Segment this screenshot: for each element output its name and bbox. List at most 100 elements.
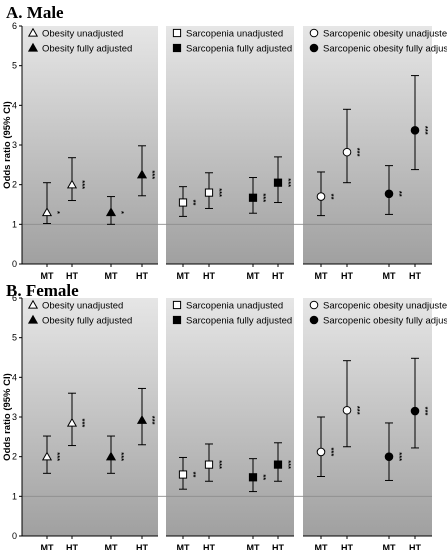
x-tick-label: HT bbox=[272, 543, 284, 550]
point-marker bbox=[248, 193, 258, 202]
x-tick-label: MT bbox=[105, 543, 118, 550]
significance-label: *** bbox=[395, 452, 404, 461]
point-marker bbox=[342, 147, 352, 157]
point-marker bbox=[66, 417, 78, 427]
x-tick-label: HT bbox=[203, 543, 215, 550]
point-marker bbox=[316, 447, 326, 457]
significance-label: *** bbox=[284, 178, 293, 187]
legend-label: Sarcopenic obesity unadjusted bbox=[323, 29, 447, 40]
y-tick-label: 4 bbox=[12, 372, 17, 382]
significance-label: *** bbox=[353, 406, 362, 415]
legend-marker-square-open bbox=[172, 300, 182, 310]
x-tick-label: MT bbox=[41, 271, 54, 281]
point-marker bbox=[316, 192, 326, 201]
legend-label: Obesity fully adjusted bbox=[42, 316, 132, 327]
data-point: *** bbox=[204, 443, 224, 482]
y-tick-label: 2 bbox=[12, 180, 17, 190]
legend-marker-triangle-open bbox=[27, 27, 39, 37]
panel-background bbox=[166, 26, 294, 264]
point-marker bbox=[178, 198, 188, 207]
y-tick-label: 4 bbox=[12, 100, 17, 110]
data-point: *** bbox=[136, 387, 157, 446]
significance-label: *** bbox=[421, 126, 430, 135]
legend-marker-circle-filled bbox=[309, 43, 319, 53]
x-tick-label: HT bbox=[409, 271, 421, 281]
significance-label: *** bbox=[148, 170, 157, 179]
significance-label: ** bbox=[327, 194, 336, 200]
data-point: *** bbox=[248, 177, 268, 214]
chart-title: B. Female bbox=[6, 281, 79, 300]
x-tick-label: MT bbox=[383, 543, 396, 550]
point-marker bbox=[41, 207, 53, 217]
legend-label: Sarcopenic obesity unadjusted bbox=[323, 301, 447, 312]
point-marker bbox=[105, 451, 117, 461]
panel-background bbox=[303, 26, 432, 264]
legend-label: Sarcopenia fully adjusted bbox=[186, 44, 292, 55]
legend-marker-circle-open bbox=[309, 300, 319, 310]
data-point: ** bbox=[316, 171, 336, 217]
legend-label: Sarcopenia unadjusted bbox=[186, 301, 283, 312]
point-marker bbox=[342, 405, 352, 415]
point-marker bbox=[384, 189, 394, 199]
significance-label: *** bbox=[421, 407, 430, 416]
x-tick-label: HT bbox=[136, 543, 148, 550]
panel-group: Sarcopenic obesity unadjusted Sarcopenic … bbox=[303, 28, 447, 281]
y-tick-label: 2 bbox=[12, 452, 17, 462]
point-marker bbox=[136, 169, 148, 179]
data-point: *** bbox=[204, 172, 224, 209]
y-tick-label: 5 bbox=[12, 333, 17, 343]
y-tick-label: 1 bbox=[12, 491, 17, 501]
panel-group: Sarcopenic obesity unadjusted Sarcopenic … bbox=[303, 301, 447, 550]
significance-label: *** bbox=[215, 188, 224, 197]
x-tick-label: MT bbox=[177, 543, 190, 550]
significance-label: *** bbox=[117, 452, 126, 461]
chart-female: B. Female 0 1 2 3 4 5 6 Odds ratio (95% CI) Obesi… bbox=[2, 281, 447, 550]
data-point: *** bbox=[41, 435, 62, 474]
legend-label: Sarcopenic obesity fully adjusted bbox=[323, 44, 447, 55]
point-marker bbox=[105, 207, 117, 217]
point-marker bbox=[273, 460, 283, 469]
y-tick-label: 0 bbox=[12, 531, 17, 541]
data-point: ** bbox=[248, 458, 268, 493]
data-point: *** bbox=[410, 357, 430, 449]
y-tick-label: 3 bbox=[12, 412, 17, 422]
x-tick-label: HT bbox=[66, 543, 78, 550]
data-point: *** bbox=[273, 156, 293, 204]
data-point: * bbox=[41, 182, 62, 225]
significance-label: *** bbox=[284, 460, 293, 469]
x-axis: MT HT MT HT bbox=[22, 535, 158, 550]
significance-label: *** bbox=[78, 180, 87, 189]
legend-marker-triangle-filled bbox=[27, 42, 39, 52]
y-axis-label: Odds ratio (95% CI) bbox=[2, 373, 13, 461]
significance-label: * bbox=[53, 211, 62, 214]
legend-label: Obesity unadjusted bbox=[42, 301, 123, 312]
point-marker bbox=[41, 451, 53, 461]
panel-background bbox=[22, 298, 158, 536]
point-marker bbox=[410, 126, 420, 135]
significance-label: *** bbox=[215, 460, 224, 469]
significance-label: ** bbox=[395, 191, 404, 197]
legend-marker-triangle-filled bbox=[27, 314, 39, 324]
legend-marker-circle-open bbox=[309, 28, 319, 38]
data-point: *** bbox=[66, 392, 87, 447]
legend-marker-circle-filled bbox=[309, 315, 319, 325]
legend-label: Obesity fully adjusted bbox=[42, 44, 132, 55]
data-point: *** bbox=[410, 75, 430, 171]
y-tick-label: 3 bbox=[12, 140, 17, 150]
significance-label: *** bbox=[259, 193, 268, 202]
x-tick-label: HT bbox=[341, 543, 353, 550]
point-marker bbox=[204, 188, 214, 197]
legend-marker-square-open bbox=[172, 28, 182, 38]
data-point: *** bbox=[66, 157, 87, 202]
data-point: *** bbox=[384, 422, 404, 481]
data-point: ** bbox=[178, 186, 198, 217]
data-point: *** bbox=[342, 108, 362, 184]
x-tick-label: MT bbox=[177, 271, 190, 281]
point-marker bbox=[248, 473, 258, 482]
significance-label: ** bbox=[189, 472, 198, 478]
y-tick-label: 6 bbox=[12, 293, 17, 303]
point-marker bbox=[273, 178, 283, 187]
legend-marker-square-filled bbox=[172, 315, 182, 325]
significance-label: ** bbox=[189, 200, 198, 206]
